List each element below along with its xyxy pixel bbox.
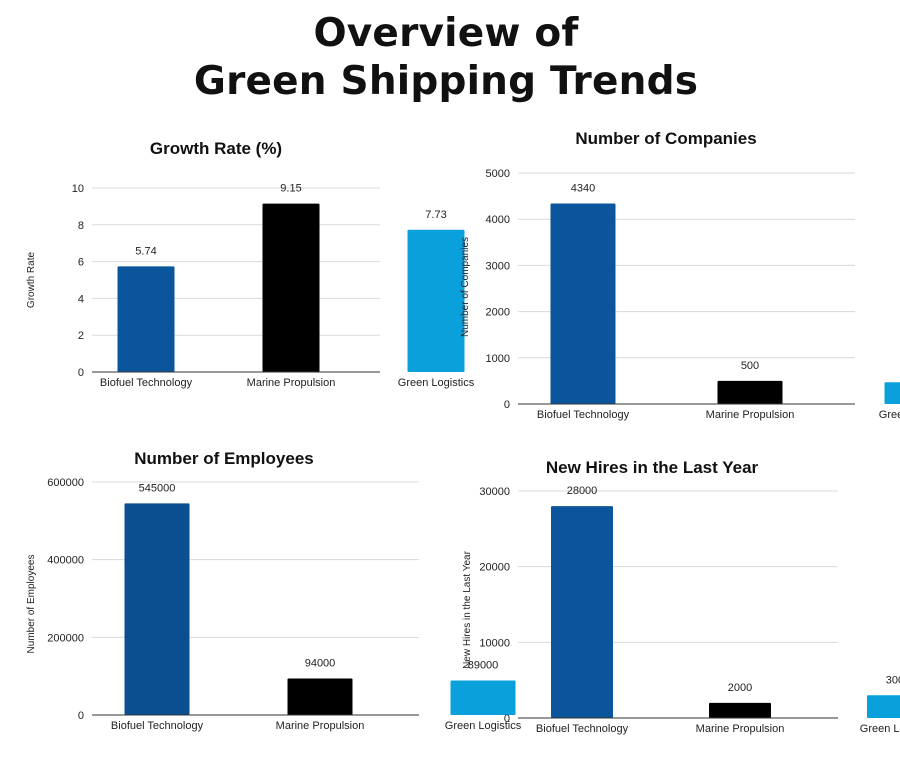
page-title-line-1: Overview of (313, 11, 579, 56)
y-tick-label: 10000 (479, 637, 510, 649)
bar-marine-propulsion (709, 702, 771, 718)
x-tick-label: Green Logistics (398, 377, 475, 389)
bar-green-logistics (450, 680, 516, 715)
chart-title: Number of Employees (134, 449, 314, 468)
data-label: 7.73 (425, 209, 446, 221)
bar-biofuel-technology (117, 266, 175, 372)
bar-marine-propulsion (287, 678, 353, 715)
bar-biofuel-technology (124, 503, 190, 715)
data-label: 2000 (728, 682, 752, 694)
data-label: 5.74 (135, 245, 156, 257)
y-tick-label: 1000 (486, 353, 510, 365)
bar-biofuel-technology (551, 506, 613, 718)
y-tick-label: 2000 (486, 307, 510, 319)
x-tick-label: Green Logistics (860, 723, 900, 735)
x-tick-label: Biofuel Technology (111, 720, 204, 732)
x-tick-label: Biofuel Technology (537, 409, 630, 421)
data-label: 89000 (468, 659, 499, 671)
y-tick-label: 4 (78, 293, 84, 305)
y-tick-label: 20000 (479, 562, 510, 574)
chart-1: Growth Rate (%) Growth Rate 0 2 4 6 8 10 5.74 Bio… (26, 139, 475, 389)
x-tick-label: Green Logistics (445, 720, 522, 732)
y-tick-label: 0 (504, 713, 510, 725)
data-label: 500 (741, 360, 759, 372)
bar-marine-propulsion (717, 380, 783, 404)
chart-2: Number of Companies Number of Companies 0 1… (460, 129, 900, 421)
y-tick-label: 4000 (486, 214, 510, 226)
x-tick-label: Marine Propulsion (247, 377, 336, 389)
data-label: 4340 (571, 182, 595, 194)
x-tick-label: Marine Propulsion (276, 720, 365, 732)
y-tick-label: 6 (78, 257, 84, 269)
x-tick-label: Biofuel Technology (100, 377, 193, 389)
chart-title: Growth Rate (%) (150, 139, 282, 158)
bar-green-logistics (407, 229, 465, 372)
y-tick-label: 0 (504, 399, 510, 411)
data-label: 28000 (567, 485, 598, 497)
bar-green-logistics (884, 382, 900, 404)
page-title-line-2: Green Shipping Trends (193, 59, 699, 104)
y-tick-label: 5000 (486, 168, 510, 180)
y-axis-label: New Hires in the Last Year (462, 550, 473, 669)
y-tick-label: 2 (78, 330, 84, 342)
x-tick-label: Biofuel Technology (536, 723, 629, 735)
y-axis-label: Number of Employees (26, 555, 37, 654)
data-label: 3000 (886, 674, 900, 686)
chart-title: New Hires in the Last Year (546, 458, 759, 477)
y-tick-label: 0 (78, 367, 84, 379)
chart-3: Number of Employees Number of Employees 0 2… (26, 449, 522, 732)
bar-green-logistics (867, 695, 900, 718)
y-tick-label: 200000 (47, 632, 84, 644)
data-label: 9.15 (280, 183, 301, 195)
x-tick-label: Marine Propulsion (696, 723, 785, 735)
data-label: 94000 (305, 657, 336, 669)
bar-biofuel-technology (550, 203, 616, 404)
chart-4: New Hires in the Last Year New Hires in t… (462, 458, 900, 735)
y-tick-label: 10 (72, 183, 84, 195)
y-tick-label: 8 (78, 220, 84, 232)
x-tick-label: Marine Propulsion (706, 409, 795, 421)
x-tick-label: Green Logistics (879, 409, 900, 421)
chart-title: Number of Companies (575, 129, 756, 148)
y-tick-label: 3000 (486, 260, 510, 272)
y-tick-label: 30000 (479, 486, 510, 498)
y-tick-label: 600000 (47, 477, 84, 489)
bar-marine-propulsion (262, 203, 320, 372)
y-tick-label: 400000 (47, 555, 84, 567)
data-label: 545000 (139, 482, 176, 494)
y-axis-label: Number of Companies (460, 237, 471, 337)
y-axis-label: Growth Rate (26, 251, 37, 308)
y-tick-label: 0 (78, 710, 84, 722)
